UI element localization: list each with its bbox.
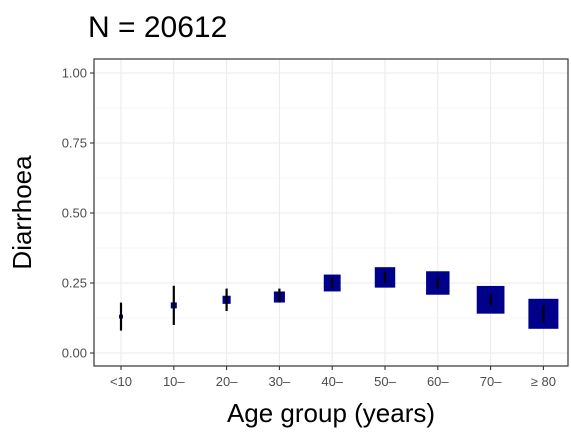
- x-axis-label: Age group (years): [227, 398, 435, 428]
- y-tick-label: 0.25: [62, 276, 87, 291]
- y-tick-label: 0.00: [62, 346, 87, 361]
- y-axis: 0.00 0.25 0.50 0.75 1.00: [62, 66, 94, 361]
- x-tick-label: ≥ 80: [531, 374, 556, 389]
- x-tick-label: 60–: [427, 374, 449, 389]
- y-tick-label: 0.50: [62, 206, 87, 221]
- x-tick-label: 50–: [374, 374, 396, 389]
- x-tick-label: 30–: [269, 374, 291, 389]
- y-tick-label: 1.00: [62, 66, 87, 81]
- x-axis: <10 10– 20– 30– 40– 50– 60– 70– ≥ 80: [110, 366, 556, 389]
- y-axis-label: Diarrhoea: [7, 155, 37, 270]
- x-tick-label: 40–: [321, 374, 343, 389]
- chart-title: N = 20612: [88, 11, 227, 44]
- markers: [119, 267, 559, 329]
- x-tick-label: 10–: [163, 374, 185, 389]
- x-tick-label: <10: [110, 374, 132, 389]
- y-tick-label: 0.75: [62, 136, 87, 151]
- x-tick-label: 20–: [216, 374, 238, 389]
- x-tick-label: 70–: [480, 374, 502, 389]
- grid: [94, 59, 568, 366]
- error-bars: [119, 271, 545, 331]
